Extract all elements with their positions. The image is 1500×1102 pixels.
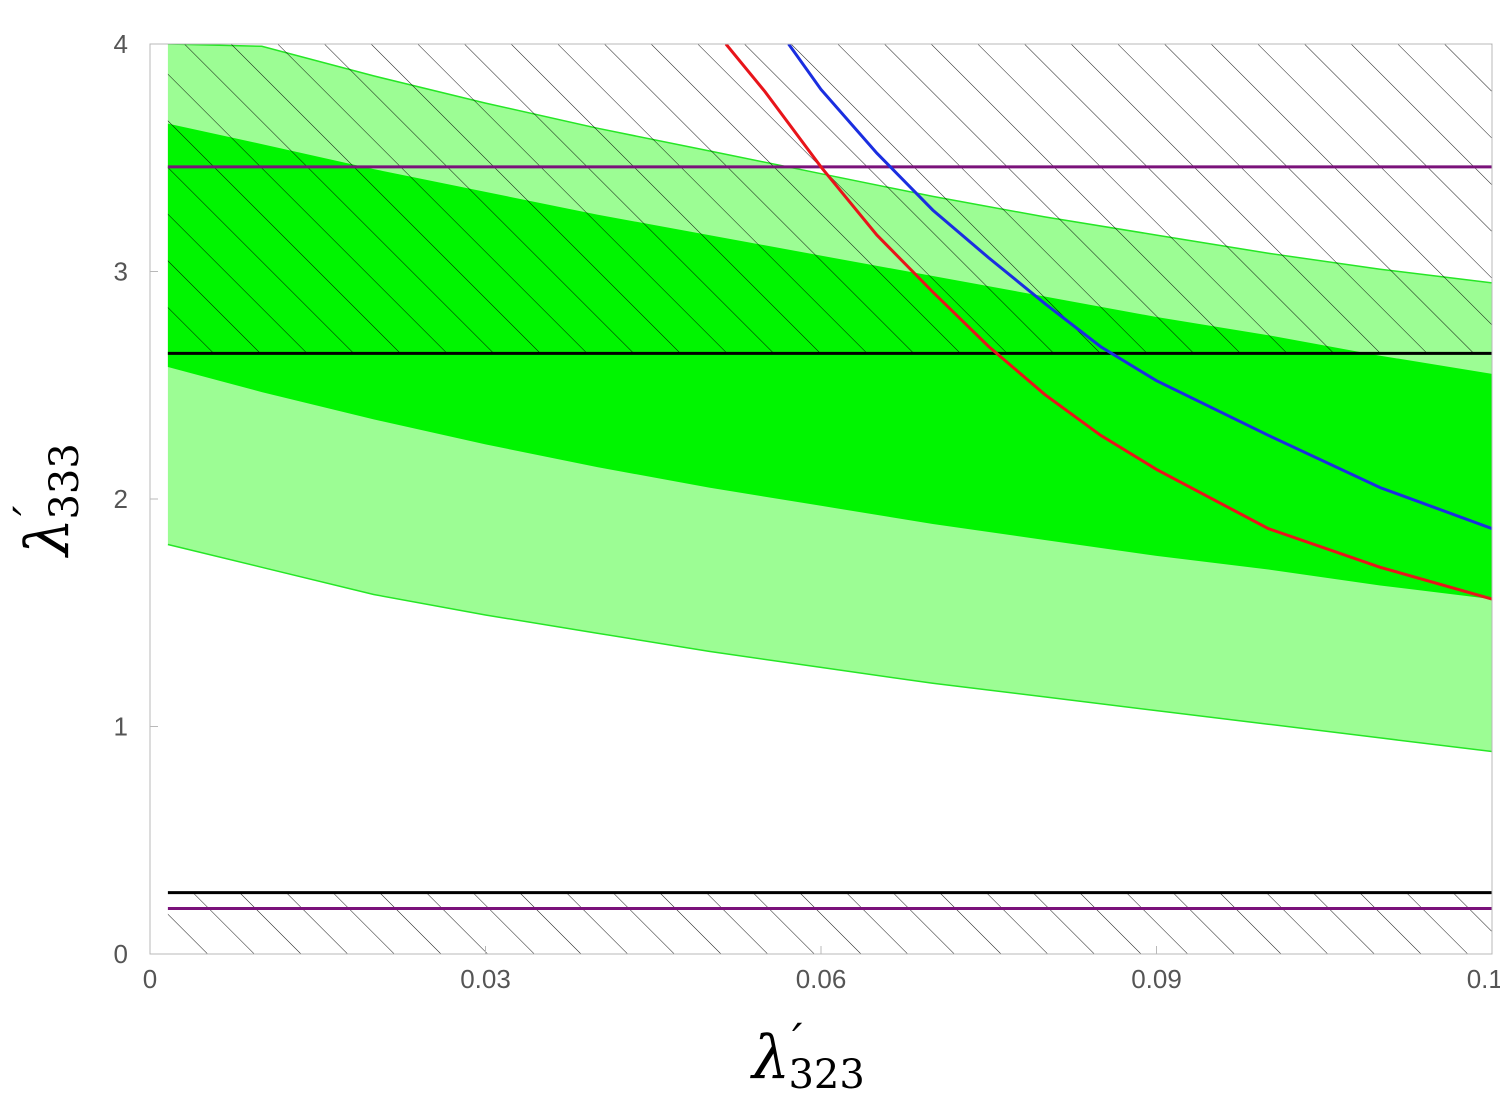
x-tick-label: 0.12	[1467, 964, 1500, 994]
x-tick-label: 0.03	[460, 964, 511, 994]
x-tick-label: 0.09	[1131, 964, 1182, 994]
x-axis-label-prime: ′	[792, 1013, 803, 1067]
x-axis-label-symbol: λ	[750, 1023, 790, 1093]
band-2sigma-lower-edge	[167, 543, 1492, 753]
x-axis-ticks: 0 0.03 0.06 0.09 0.12	[143, 946, 1500, 994]
x-tick-label: 0	[143, 964, 157, 994]
red-curve	[724, 44, 1492, 601]
y-axis-label: λ ′333	[3, 443, 88, 558]
x-tick-label: 0.06	[796, 964, 847, 994]
y-tick-label: 1	[114, 712, 128, 742]
y-axis-label-prime: ′	[3, 505, 57, 516]
hatch-lower	[167, 892, 1492, 954]
y-tick-label: 2	[114, 484, 128, 514]
x-axis-label: λ′ 323	[750, 1013, 865, 1098]
y-axis-ticks: 0 1 2 3 4	[114, 29, 158, 969]
y-tick-label: 0	[114, 939, 128, 969]
y-tick-label: 4	[114, 29, 128, 59]
hatch-upper	[167, 44, 1492, 354]
y-axis-label-symbol: λ	[13, 518, 83, 558]
blue-curve	[787, 44, 1492, 531]
y-tick-label: 3	[114, 257, 128, 287]
y-axis-label-subscript: 333	[42, 443, 88, 519]
x-axis-label-subscript: 323	[788, 1052, 864, 1098]
